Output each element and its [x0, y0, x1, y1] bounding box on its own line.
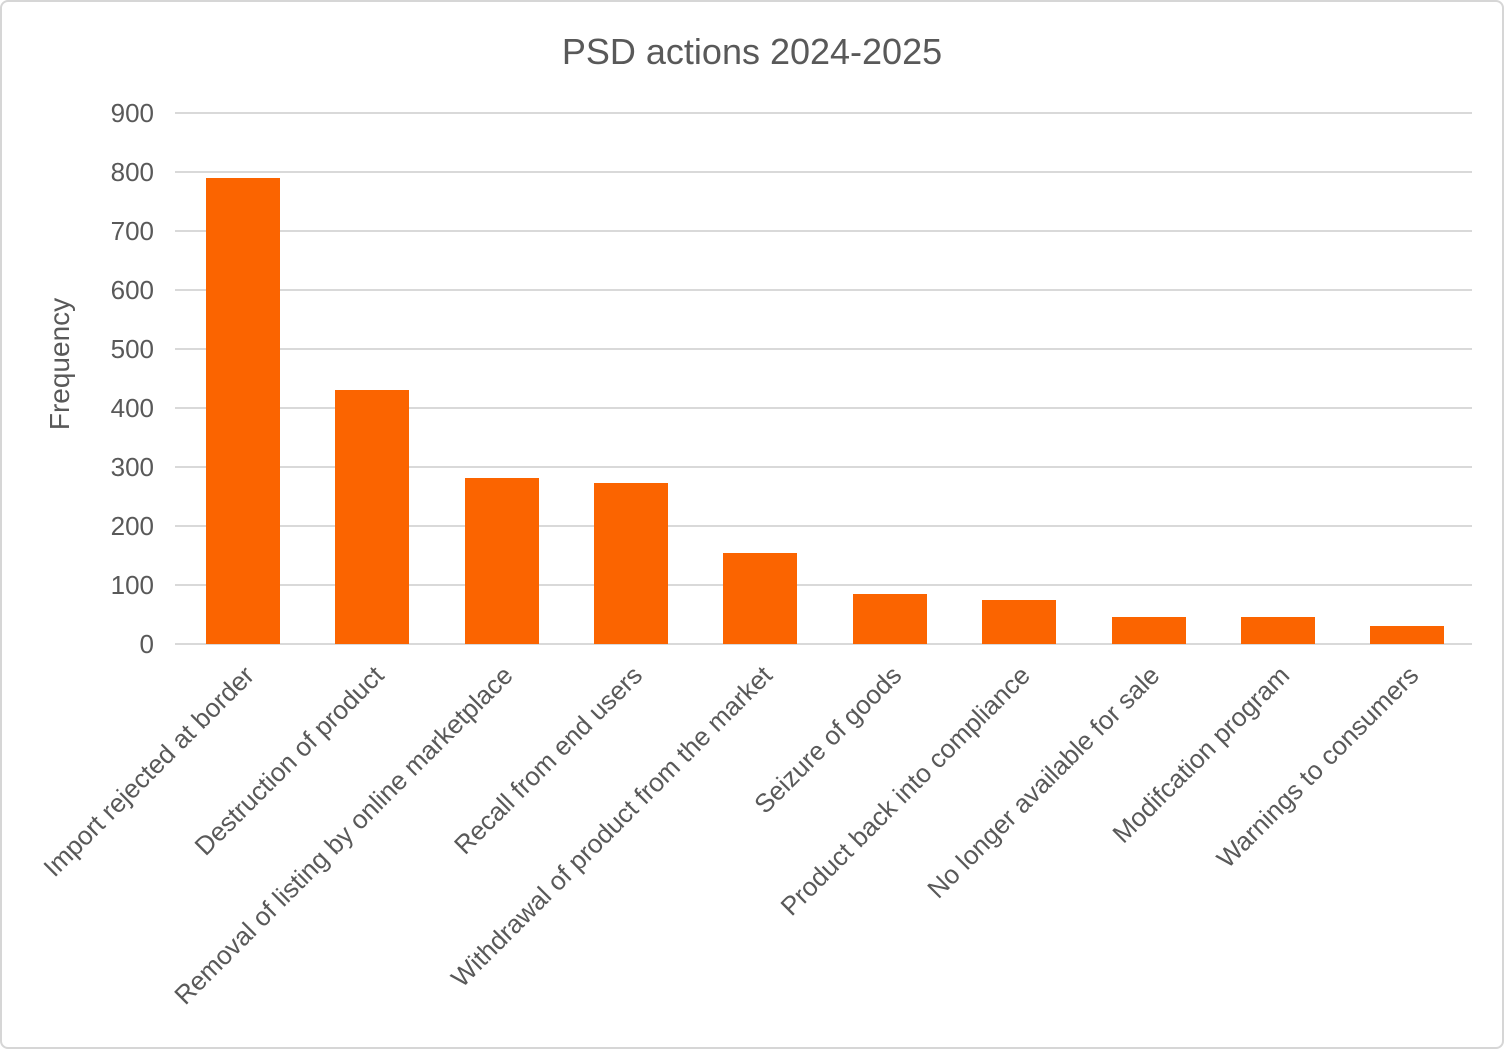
gridline — [175, 348, 1472, 350]
x-category-label: Import rejected at border — [37, 660, 260, 883]
gridline — [175, 230, 1472, 232]
y-tick-label: 800 — [110, 157, 154, 187]
bar — [464, 477, 539, 644]
bar — [593, 482, 668, 644]
gridline — [175, 407, 1472, 409]
chart-title: PSD actions 2024-2025 — [561, 31, 943, 72]
y-tick-label: 0 — [139, 629, 154, 659]
bar — [335, 390, 410, 644]
y-tick-label: 100 — [110, 570, 154, 600]
bar — [723, 552, 798, 644]
gridline — [175, 171, 1472, 173]
gridline — [175, 584, 1472, 586]
y-tick-label: 900 — [110, 98, 154, 128]
bar — [1111, 617, 1186, 644]
y-tick-label: 700 — [110, 216, 154, 246]
bar — [852, 593, 927, 644]
gridline — [175, 525, 1472, 527]
y-tick-label: 300 — [110, 452, 154, 482]
y-tick-label: 400 — [110, 393, 154, 423]
x-category-label: No longer available for sale — [921, 660, 1166, 905]
bar — [982, 599, 1057, 644]
gridline — [175, 289, 1472, 291]
bar — [205, 177, 280, 644]
y-tick-label: 600 — [110, 275, 154, 305]
x-category-label: Product back into compliance — [774, 660, 1037, 922]
y-tick-label: 500 — [110, 334, 154, 364]
gridline — [175, 466, 1472, 468]
bar — [1370, 626, 1445, 644]
gridline — [175, 112, 1472, 114]
bar — [1240, 617, 1315, 644]
gridline — [175, 643, 1472, 645]
y-tick-label: 200 — [110, 511, 154, 541]
